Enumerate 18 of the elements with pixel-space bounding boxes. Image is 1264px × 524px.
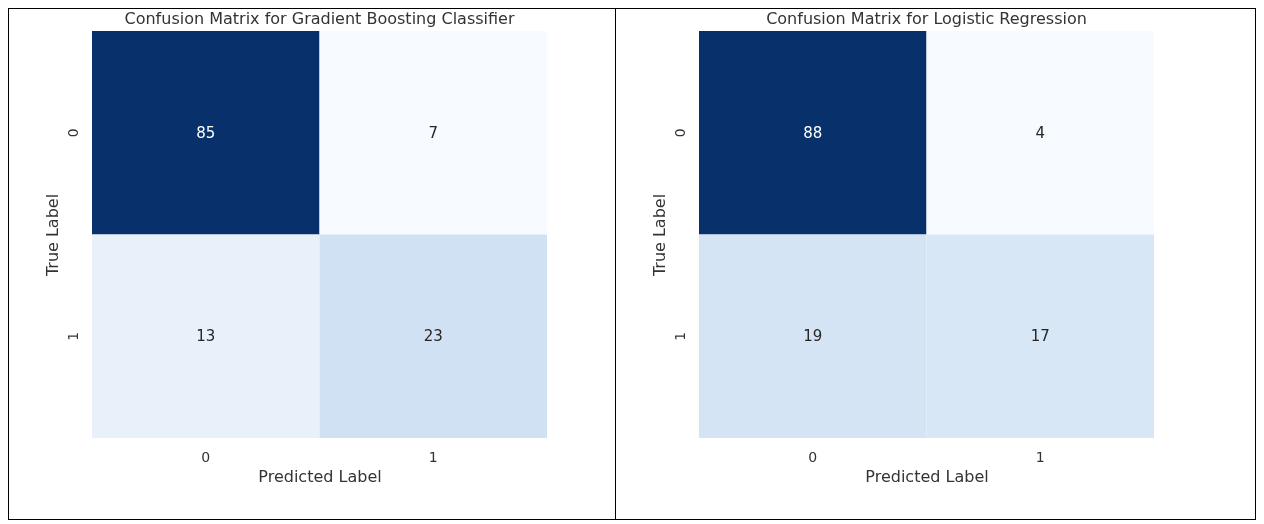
x-tick-label: 0 bbox=[201, 448, 211, 465]
data-label: 23 bbox=[423, 327, 443, 346]
y-axis-title: True Label bbox=[649, 193, 669, 278]
data-label: 85 bbox=[196, 123, 216, 142]
x-tick-label: 1 bbox=[428, 448, 438, 465]
data-label: 4 bbox=[1035, 123, 1046, 142]
data-label: 7 bbox=[428, 123, 439, 142]
data-label: 19 bbox=[803, 327, 823, 346]
data-label: 13 bbox=[196, 327, 216, 346]
chart-title: Confusion Matrix for Gradient Boosting Classifier bbox=[124, 9, 515, 28]
data-label: 17 bbox=[1030, 327, 1050, 346]
chart-title: Confusion Matrix for Logistic Regression bbox=[766, 9, 1087, 28]
x-tick-label: 1 bbox=[1035, 448, 1045, 465]
y-axis-title: True Label bbox=[42, 193, 62, 278]
x-axis-title: Predicted Label bbox=[865, 466, 989, 486]
x-tick-label: 0 bbox=[808, 448, 818, 465]
data-label: 88 bbox=[803, 123, 823, 142]
x-axis-title: Predicted Label bbox=[258, 466, 382, 486]
